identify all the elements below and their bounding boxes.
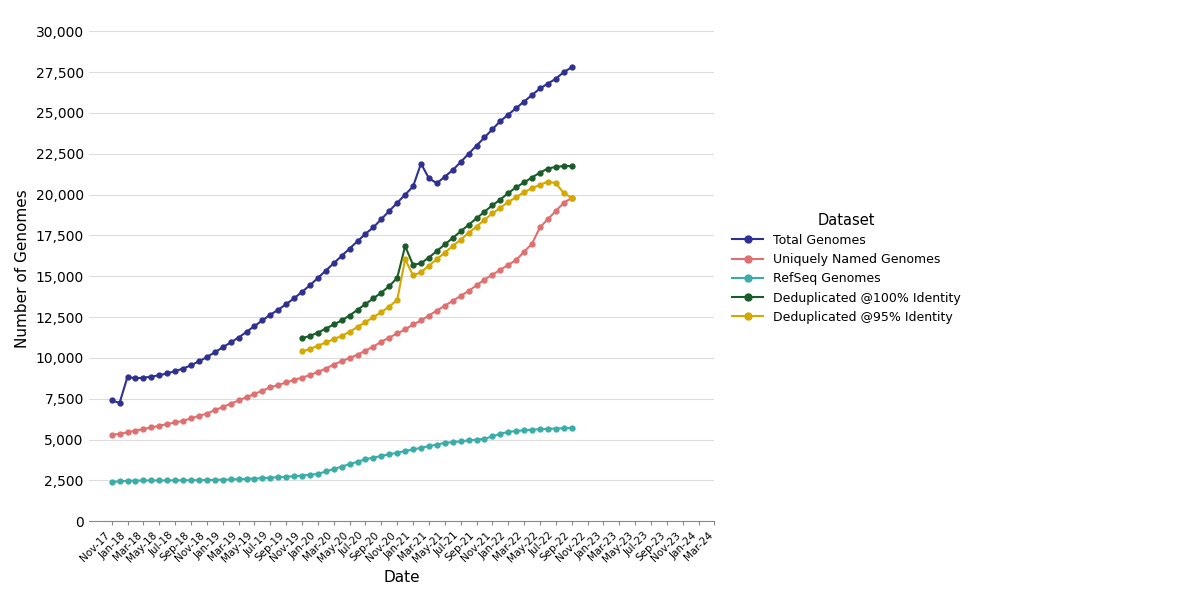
- X-axis label: Date: Date: [383, 570, 420, 585]
- Legend: Total Genomes, Uniquely Named Genomes, RefSeq Genomes, Deduplicated @100% Identi: Total Genomes, Uniquely Named Genomes, R…: [727, 208, 966, 329]
- Y-axis label: Number of Genomes: Number of Genomes: [14, 189, 30, 347]
